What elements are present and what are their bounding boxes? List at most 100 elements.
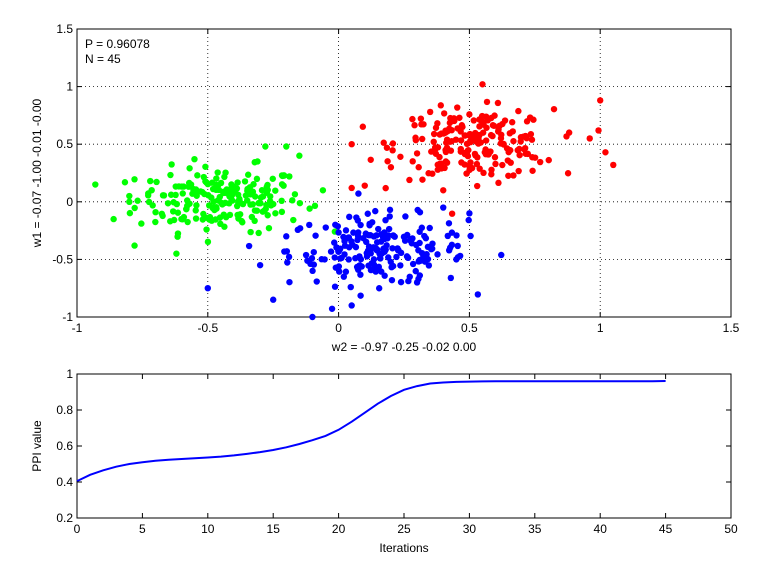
- scatter-point: [474, 291, 482, 298]
- scatter-point: [397, 249, 405, 257]
- scatter-point: [236, 197, 243, 204]
- scatter-point: [313, 278, 320, 285]
- scatter-point: [167, 191, 175, 198]
- scatter-point: [466, 132, 473, 139]
- scatter-point: [291, 191, 299, 198]
- scatter-point: [437, 102, 444, 109]
- scatter-point: [492, 160, 499, 168]
- scatter-point: [419, 176, 426, 183]
- scatter-point: [278, 172, 286, 179]
- scatter-point: [412, 267, 419, 275]
- scatter-point: [381, 272, 388, 279]
- scatter-point: [491, 154, 499, 161]
- scatter-point: [221, 223, 228, 230]
- scatter-point: [138, 220, 145, 227]
- scatter-point: [360, 234, 367, 242]
- scatter-point: [466, 210, 473, 217]
- ppi-x-tick-label: 45: [659, 522, 673, 536]
- scatter-point: [175, 183, 183, 190]
- scatter-point: [438, 130, 445, 137]
- scatter-point: [409, 260, 417, 268]
- scatter-point: [510, 137, 517, 145]
- scatter-point: [210, 198, 217, 205]
- scatter-point: [379, 233, 387, 240]
- ppi-series-line: [76, 380, 666, 483]
- scatter-point: [250, 181, 257, 188]
- scatter-point: [272, 210, 279, 217]
- scatter-point: [417, 115, 425, 122]
- scatter-point: [479, 81, 486, 88]
- scatter-point: [387, 164, 395, 171]
- ppi-x-tick-label: 5: [139, 522, 146, 536]
- ppi-x-tick-label: 30: [463, 522, 477, 536]
- scatter-point: [255, 229, 262, 237]
- scatter-point: [353, 214, 360, 221]
- scatter-point: [311, 202, 319, 210]
- scatter-point: [355, 229, 362, 236]
- scatter-point: [447, 274, 455, 282]
- scatter-point: [499, 161, 506, 169]
- scatter-point: [208, 179, 216, 186]
- scatter-point: [440, 204, 447, 211]
- ppi-x-tick-label: 20: [332, 522, 346, 536]
- scatter-point: [529, 167, 536, 174]
- scatter-point: [430, 138, 437, 146]
- scatter-point: [110, 215, 117, 223]
- scatter-point: [426, 108, 434, 116]
- scatter-point: [121, 179, 129, 186]
- scatter-point: [424, 243, 432, 251]
- scatter-point: [345, 234, 353, 241]
- scatter-point: [473, 160, 481, 168]
- scatter-point: [191, 155, 198, 163]
- scatter-point: [204, 285, 211, 292]
- scatter-point: [563, 133, 570, 140]
- scatter-point: [361, 182, 368, 189]
- ppi-y-tick-label: 1: [66, 367, 73, 381]
- scatter-point: [285, 253, 293, 261]
- scatter-point: [244, 187, 251, 195]
- scatter-point: [283, 143, 290, 150]
- scatter-point: [134, 197, 141, 204]
- scatter-point: [454, 242, 461, 250]
- scatter-point: [306, 205, 313, 212]
- scatter-point: [359, 123, 367, 130]
- scatter-point: [529, 154, 536, 161]
- scatter-point: [413, 279, 421, 286]
- scatter-point: [412, 134, 419, 141]
- scatter-point: [466, 111, 473, 118]
- ppi-x-tick-label: 0: [74, 522, 81, 536]
- scatter-point: [357, 271, 364, 278]
- ppi-line-group: [76, 380, 666, 483]
- scatter-point: [208, 217, 215, 224]
- scatter-point: [251, 193, 259, 200]
- scatter-point: [357, 221, 364, 229]
- scatter-x-tick-label: 0.5: [461, 321, 478, 335]
- scatter-point: [564, 170, 572, 177]
- scatter-point: [126, 192, 133, 200]
- scatter-point: [530, 116, 537, 123]
- scatter-point: [380, 139, 387, 146]
- scatter-point: [446, 244, 454, 251]
- scatter-point: [382, 184, 389, 192]
- scatter-point: [524, 150, 532, 158]
- scatter-point: [482, 151, 490, 158]
- scatter-point: [289, 197, 296, 204]
- scatter-point: [372, 207, 379, 215]
- scatter-point: [450, 117, 458, 125]
- ppi-y-tick-label: 0.2: [56, 511, 73, 525]
- scatter-point: [192, 207, 199, 214]
- scatter-point: [409, 158, 416, 165]
- scatter-point: [516, 151, 523, 159]
- scatter-point: [521, 144, 529, 152]
- scatter-point: [369, 219, 376, 226]
- scatter-point: [152, 208, 159, 216]
- scatter-point: [425, 170, 432, 177]
- scatter-x-tick-label: -0.5: [197, 321, 218, 335]
- scatter-point: [390, 232, 397, 239]
- scatter-point: [381, 248, 388, 255]
- ppi-x-axis-label: Iterations: [379, 541, 428, 555]
- scatter-point: [515, 167, 522, 175]
- scatter-y-axis-label: w1 = -0.07 -1.00 -0.01 -0.00: [30, 98, 44, 248]
- scatter-point: [185, 179, 193, 187]
- scatter-point: [263, 201, 270, 209]
